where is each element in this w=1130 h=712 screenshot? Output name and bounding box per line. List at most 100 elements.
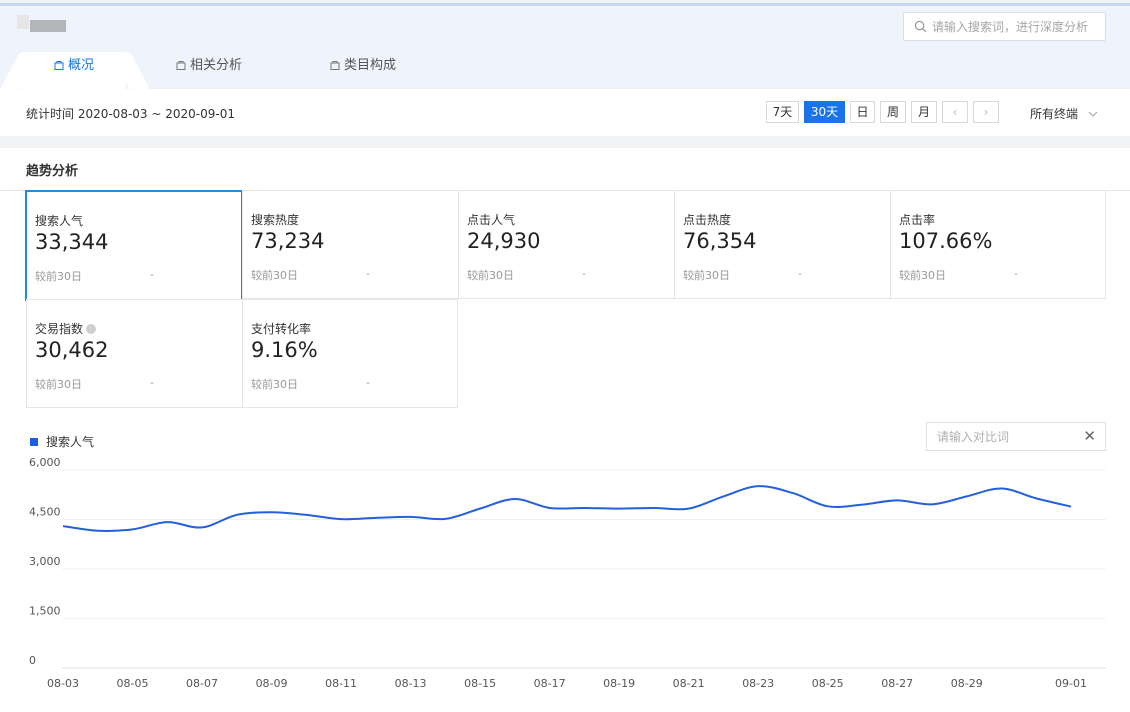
data-point[interactable]: [1033, 495, 1039, 501]
metric-card-trade-index[interactable]: 交易指数 30,462 较前30日 -: [26, 299, 243, 408]
section-gap: [0, 136, 1130, 148]
data-point[interactable]: [686, 506, 692, 512]
metric-card-click-rate[interactable]: 点击率 107.66% 较前30日 -: [890, 190, 1106, 299]
data-point[interactable]: [512, 496, 518, 502]
metric-card-click-heat[interactable]: 点击热度 76,354 较前30日 -: [674, 190, 891, 299]
x-tick-label: 08-03: [47, 677, 79, 690]
close-icon[interactable]: ✕: [1083, 427, 1096, 445]
range-week-button[interactable]: 周: [880, 101, 906, 123]
data-point[interactable]: [164, 519, 170, 525]
data-point[interactable]: [859, 502, 865, 508]
data-point[interactable]: [616, 506, 622, 512]
metric-value: 24,930: [467, 229, 541, 253]
legend-swatch: [30, 438, 38, 446]
data-point[interactable]: [755, 483, 761, 489]
tab-overview[interactable]: 概况: [22, 52, 126, 89]
metric-card-search-popularity[interactable]: 搜索人气 33,344 较前30日 -: [25, 190, 243, 301]
series-line-search-popularity[interactable]: [62, 485, 1072, 532]
legend-label: 搜索人气: [46, 435, 95, 449]
tab-category-composition-label: 类目构成: [344, 58, 397, 73]
data-point[interactable]: [651, 505, 657, 511]
next-period-button[interactable]: ›: [973, 101, 999, 123]
tab-related-analysis-label: 相关分析: [190, 58, 243, 73]
search-box[interactable]: [903, 12, 1106, 41]
metric-compare-value: -: [366, 376, 370, 389]
data-point[interactable]: [964, 493, 970, 499]
terminal-select[interactable]: 所有终端: [1030, 105, 1098, 122]
chevron-down-icon: [1088, 111, 1098, 117]
x-tick-label: 08-19: [603, 677, 635, 690]
data-point[interactable]: [373, 515, 379, 521]
stat-period-label: 统计时间 2020-08-03 ~ 2020-09-01: [26, 107, 235, 121]
data-point[interactable]: [825, 503, 831, 509]
metric-name-text: 交易指数: [35, 322, 84, 336]
data-point[interactable]: [60, 523, 66, 529]
metric-name: 搜索热度: [251, 213, 300, 227]
data-point[interactable]: [199, 524, 205, 530]
metric-card-pay-conversion[interactable]: 支付转化率 9.16% 较前30日 -: [242, 299, 458, 408]
info-icon[interactable]: [86, 324, 97, 334]
compare-input[interactable]: [937, 428, 1077, 446]
data-point[interactable]: [269, 509, 275, 515]
x-tick-label: 08-07: [186, 677, 218, 690]
bag-icon: [176, 61, 186, 70]
metric-name: 交易指数: [35, 320, 97, 337]
metric-value: 30,462: [35, 338, 109, 362]
data-point[interactable]: [547, 505, 553, 511]
y-tick-label: 3,000: [29, 555, 61, 568]
logo-blurred: [30, 20, 66, 32]
data-point[interactable]: [408, 514, 414, 520]
tab-category-composition[interactable]: 类目构成: [330, 52, 396, 89]
range-day-button[interactable]: 日: [850, 101, 875, 123]
bag-icon: [330, 61, 340, 70]
tab-related-analysis[interactable]: 相关分析: [176, 52, 242, 89]
metric-compare-value: -: [150, 376, 154, 389]
data-point[interactable]: [130, 526, 136, 532]
range-month-button[interactable]: 月: [911, 101, 937, 123]
metric-compare-value: -: [582, 267, 586, 280]
terminal-select-value: 所有终端: [1030, 107, 1079, 121]
metric-name: 点击热度: [683, 213, 732, 227]
data-point[interactable]: [720, 493, 726, 499]
data-point[interactable]: [790, 490, 796, 496]
metric-name: 点击人气: [467, 213, 516, 227]
metric-compare-label: 较前30日: [899, 269, 946, 282]
chart-legend[interactable]: 搜索人气: [30, 433, 94, 450]
data-point[interactable]: [338, 516, 344, 522]
data-point[interactable]: [998, 485, 1004, 491]
metric-compare-label: 较前30日: [35, 378, 82, 391]
prev-period-button[interactable]: ‹: [942, 101, 968, 123]
x-tick-label: 08-11: [325, 677, 357, 690]
metric-card-click-popularity[interactable]: 点击人气 24,930 较前30日 -: [458, 190, 675, 299]
range-7d-button[interactable]: 7天: [766, 101, 799, 123]
y-tick-label: 4,500: [29, 506, 61, 519]
data-point[interactable]: [303, 512, 309, 518]
range-30d-button[interactable]: 30天: [804, 101, 845, 123]
metric-value: 33,344: [35, 230, 109, 254]
compare-box[interactable]: ✕: [926, 422, 1106, 451]
data-point[interactable]: [442, 516, 448, 522]
metric-card-search-heat[interactable]: 搜索热度 73,234 较前30日 -: [242, 190, 459, 299]
metric-compare-value: -: [150, 268, 154, 281]
data-point[interactable]: [95, 528, 101, 534]
metric-value: 76,354: [683, 229, 757, 253]
metric-value: 107.66%: [899, 229, 993, 253]
metric-compare-value: -: [798, 267, 802, 280]
search-icon: [914, 20, 927, 33]
data-point[interactable]: [581, 505, 587, 511]
logo-mark: [17, 15, 29, 29]
tab-overview-label: 概况: [67, 58, 94, 73]
search-input[interactable]: [932, 17, 1102, 37]
metric-name: 点击率: [899, 213, 936, 227]
x-tick-label: 08-09: [256, 677, 288, 690]
data-point[interactable]: [477, 506, 483, 512]
data-point[interactable]: [894, 497, 900, 503]
y-tick-label: 6,000: [29, 456, 61, 469]
metric-value: 73,234: [251, 229, 325, 253]
metric-compare-value: -: [366, 267, 370, 280]
data-point[interactable]: [929, 501, 935, 507]
data-point[interactable]: [234, 512, 240, 518]
data-point[interactable]: [1068, 504, 1074, 510]
metric-name: 支付转化率: [251, 322, 312, 336]
x-tick-label: 08-05: [117, 677, 149, 690]
